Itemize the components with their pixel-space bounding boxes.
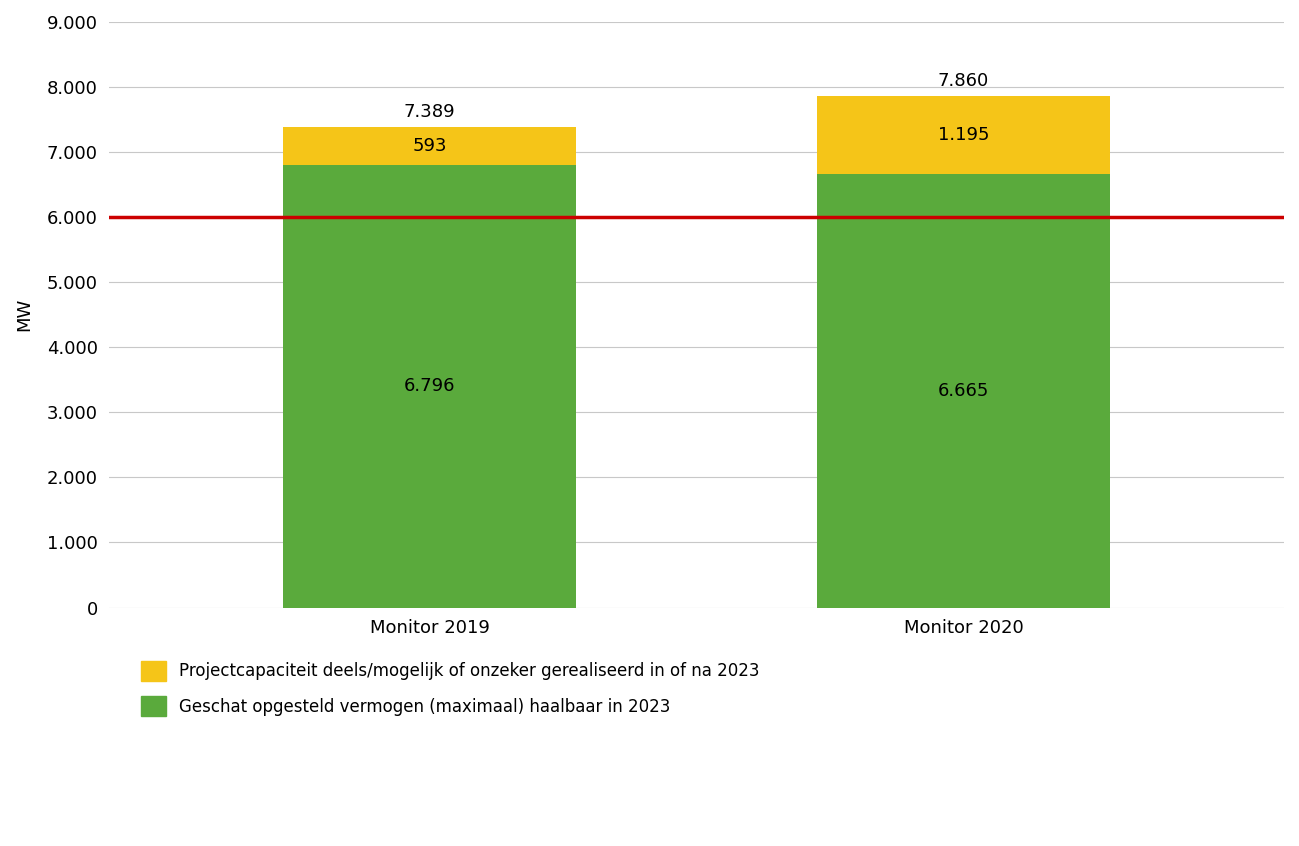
Text: 6.665: 6.665 [938,382,990,399]
Bar [283,165,577,607]
Text: 7.860: 7.860 [938,72,989,91]
Text: 6.796: 6.796 [404,377,455,395]
Y-axis label: MW: MW [16,298,32,332]
Text: 7.389: 7.389 [404,103,455,121]
Text: 1.195: 1.195 [938,126,990,144]
Text: 593: 593 [412,137,447,155]
Bar [817,174,1111,607]
Legend: Projectcapaciteit deels/mogelijk of onzeker gerealiseerd in of na 2023, Geschat : Projectcapaciteit deels/mogelijk of onze… [140,661,760,717]
Bar [283,127,577,165]
Bar [817,96,1111,174]
